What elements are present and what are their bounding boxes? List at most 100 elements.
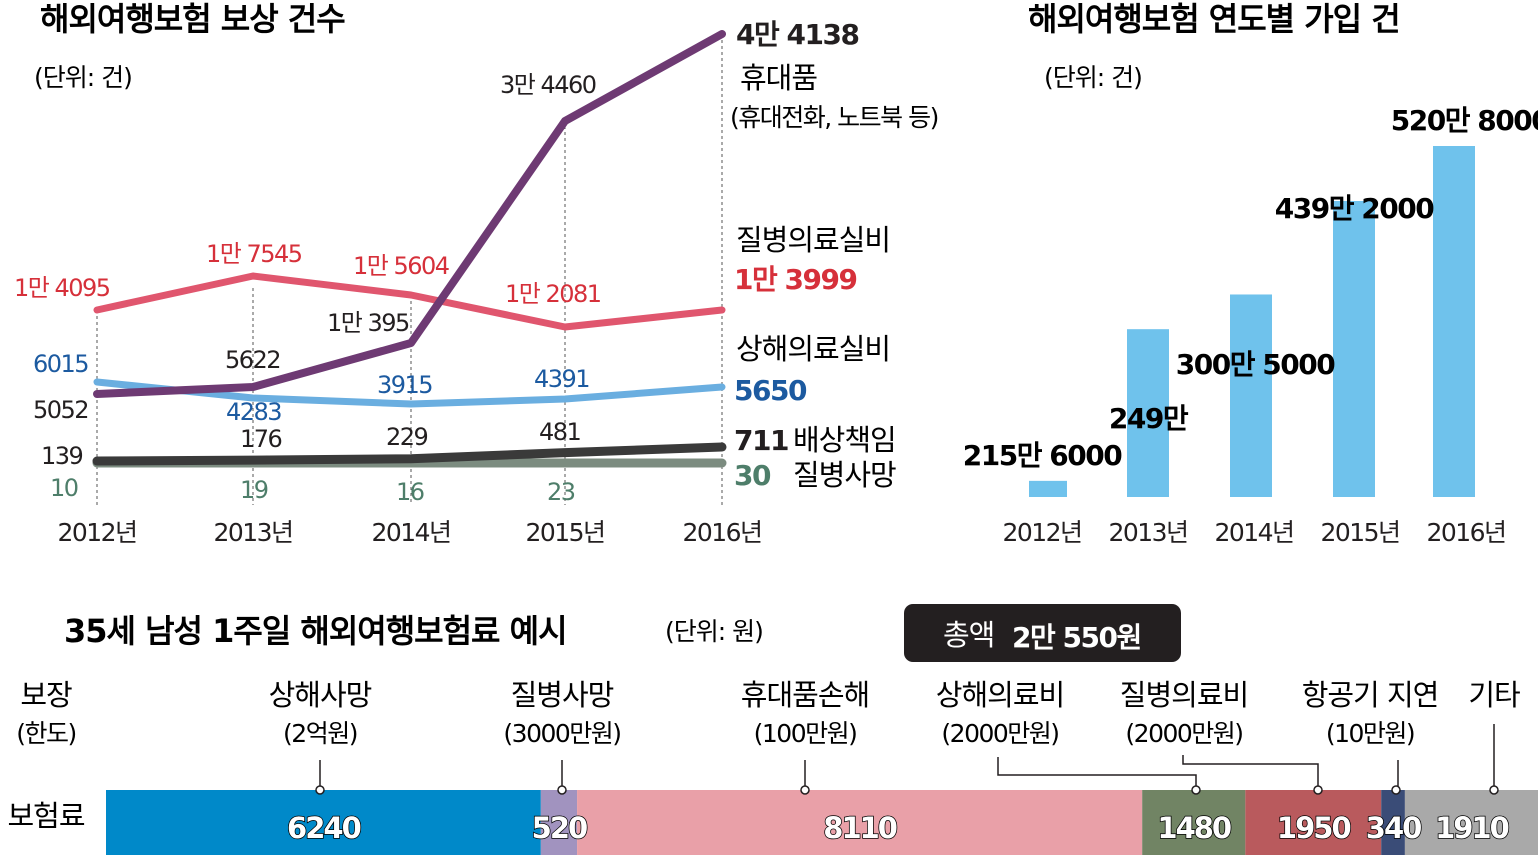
label-black-2016: 711 [734, 424, 788, 457]
label-purple-2015: 3만 4460 [500, 71, 596, 99]
bar-x-tick: 2015년 [1320, 518, 1399, 547]
leader-dot [1489, 785, 1499, 795]
line-chart-title: 해외여행보험 보상 건수 [40, 0, 345, 38]
stack-name-6: 항공기 지연 [1302, 678, 1439, 712]
stack-value-6: 340 [1366, 811, 1421, 845]
bar-x-tick: 2013년 [1108, 518, 1187, 547]
stack-limit-3: (100만원) [754, 719, 857, 748]
stack-name-2: 질병사망 [511, 678, 614, 712]
label-gray-2015: 23 [547, 478, 575, 506]
bar-5 [1433, 146, 1475, 497]
bar-label-1: 215만 6000 [963, 439, 1122, 472]
stack-unit: (단위: 원) [665, 617, 763, 646]
leader-line-5 [1182, 755, 1319, 790]
header-label: 보장 [20, 678, 72, 712]
stack-name-7: 기타 [1468, 678, 1520, 712]
leader-line-4 [997, 757, 1197, 790]
label-gray-2016: 30 [734, 459, 771, 492]
bar-2 [1127, 329, 1169, 497]
stack-limit-6: (10만원) [1326, 719, 1414, 748]
total-label: 총액 [943, 618, 994, 652]
stack-segment-5 [1245, 790, 1382, 855]
label-purple-2013: 5622 [225, 346, 280, 374]
header-sub: (한도) [16, 719, 76, 748]
x-tick-label: 2013년 [213, 518, 292, 547]
label-black-2012: 139 [41, 442, 83, 470]
stack-segment-4 [1142, 790, 1246, 855]
series-line-4 [92, 442, 727, 466]
series-name-blue: 상해의료실비 [736, 332, 890, 366]
series-name-black: 배상책임 [793, 423, 896, 457]
stack-value-1: 6240 [287, 811, 361, 845]
x-tick-label: 2012년 [57, 518, 136, 547]
bar-chart-unit: (단위: 건) [1044, 63, 1142, 92]
label-gray-2013: 19 [240, 476, 268, 504]
bar-x-tick: 2014년 [1214, 518, 1293, 547]
label-purple-2012: 5052 [33, 396, 88, 424]
line-chart-unit: (단위: 건) [34, 63, 132, 92]
x-tick-label: 2016년 [682, 518, 761, 547]
leader-dot [315, 785, 325, 795]
label-black-2015: 481 [539, 418, 581, 446]
bar-label-5: 520만 8000 [1391, 104, 1538, 137]
series-note-purple: (휴대전화, 노트북 등) [730, 103, 938, 132]
row-label: 보험료 [7, 799, 84, 833]
stack-limit-2: (3000만원) [503, 719, 620, 748]
label-black-2014: 229 [386, 423, 428, 451]
label-purple-2014: 1만 395 [327, 309, 409, 337]
bar-1 [1029, 480, 1067, 497]
leader-dot [1391, 785, 1401, 795]
total-value: 2만 550원 [1012, 621, 1141, 654]
series-line-1 [93, 30, 726, 398]
stack-value-3: 8110 [823, 811, 897, 845]
bar-x-tick: 2016년 [1426, 518, 1505, 547]
bar-x-tick: 2012년 [1002, 518, 1081, 547]
label-blue-2012: 6015 [33, 350, 88, 378]
stack-name-4: 상해의료비 [936, 678, 1064, 712]
stack-limit-4: (2000만원) [941, 719, 1058, 748]
stack-title: 35세 남성 1주일 해외여행보험료 예시 [64, 612, 567, 650]
x-tick-label: 2014년 [371, 518, 450, 547]
leader-dot [1191, 785, 1201, 795]
stack-name-3: 휴대품손해 [741, 678, 869, 712]
label-gray-2012: 10 [50, 474, 78, 502]
stack-name-5: 질병의료비 [1120, 678, 1248, 712]
label-red-2014: 1만 5604 [353, 252, 449, 280]
x-tick-label: 2015년 [525, 518, 604, 547]
stack-value-4: 1480 [1157, 811, 1231, 845]
stack-segment-2 [540, 790, 578, 855]
bar-label-3: 300만 5000 [1176, 348, 1335, 381]
series-line-2 [93, 272, 726, 331]
series-name-red: 질병의료실비 [736, 223, 890, 257]
total-box [904, 604, 1181, 662]
label-black-2013: 176 [240, 425, 282, 453]
label-blue-2013: 4283 [226, 398, 281, 426]
series-name-purple: 휴대품 [740, 61, 817, 95]
leader-dot [557, 785, 567, 795]
bar-label-2: 249만 [1109, 402, 1189, 435]
label-purple-2016: 4만 4138 [736, 18, 858, 51]
stack-limit-1: (2억원) [283, 719, 357, 748]
stack-limit-5: (2000만원) [1125, 719, 1242, 748]
bar-3 [1230, 294, 1272, 497]
stack-value-7: 1910 [1435, 811, 1509, 845]
label-blue-2014: 3915 [377, 371, 432, 399]
label-red-2012: 1만 4095 [14, 274, 110, 302]
label-blue-2015: 4391 [534, 365, 589, 393]
stack-value-5: 1950 [1277, 811, 1351, 845]
label-red-2013: 1만 7545 [206, 240, 302, 268]
stack-value-2: 520 [532, 811, 587, 845]
label-red-2015: 1만 2081 [505, 280, 601, 308]
bar-label-4: 439만 2000 [1275, 192, 1434, 225]
stack-segment-7 [1404, 790, 1538, 855]
stack-segment-6 [1381, 790, 1405, 855]
label-gray-2014: 16 [396, 478, 424, 506]
bar-chart-title: 해외여행보험 연도별 가입 건 [1028, 0, 1400, 38]
leader-dot [1313, 785, 1323, 795]
label-red-2016: 1만 3999 [734, 263, 856, 296]
stack-name-1: 상해사망 [269, 678, 372, 712]
stack-segment-1 [106, 790, 541, 855]
bar-4 [1333, 200, 1375, 497]
leader-dot [800, 785, 810, 795]
series-name-gray: 질병사망 [793, 458, 896, 492]
